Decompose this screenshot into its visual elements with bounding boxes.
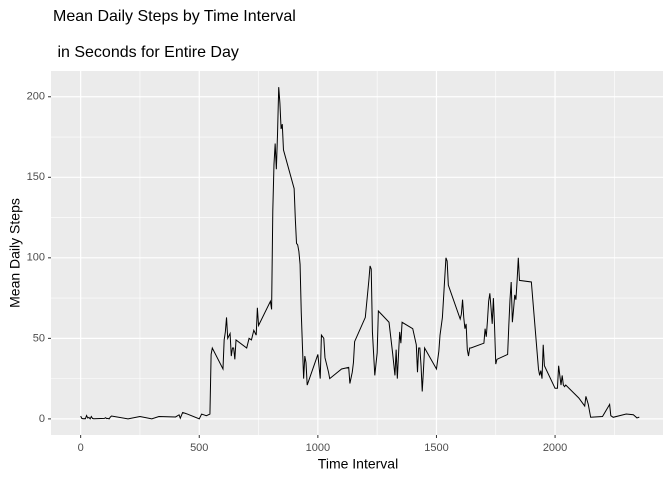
x-axis-label: Time Interval	[318, 456, 398, 472]
chart-title: Mean Daily Steps by Time Interval	[53, 8, 296, 25]
x-tick-label: 0	[78, 442, 84, 454]
y-tick-label: 100	[27, 252, 45, 264]
chart-subtitle: in Seconds for Entire Day	[53, 44, 239, 61]
y-tick-label: 200	[27, 91, 45, 103]
data-line	[80, 87, 640, 420]
y-tick-label: 50	[33, 332, 45, 344]
plot-panel	[51, 71, 663, 435]
x-tick-label: 2000	[543, 442, 567, 454]
x-tick-label: 1000	[306, 442, 330, 454]
x-tick-label: 500	[190, 442, 208, 454]
x-tick-label: 1500	[424, 442, 448, 454]
y-tick-label: 0	[39, 413, 45, 425]
y-tick-label: 150	[27, 171, 45, 183]
y-axis-label: Mean Daily Steps	[7, 198, 23, 308]
